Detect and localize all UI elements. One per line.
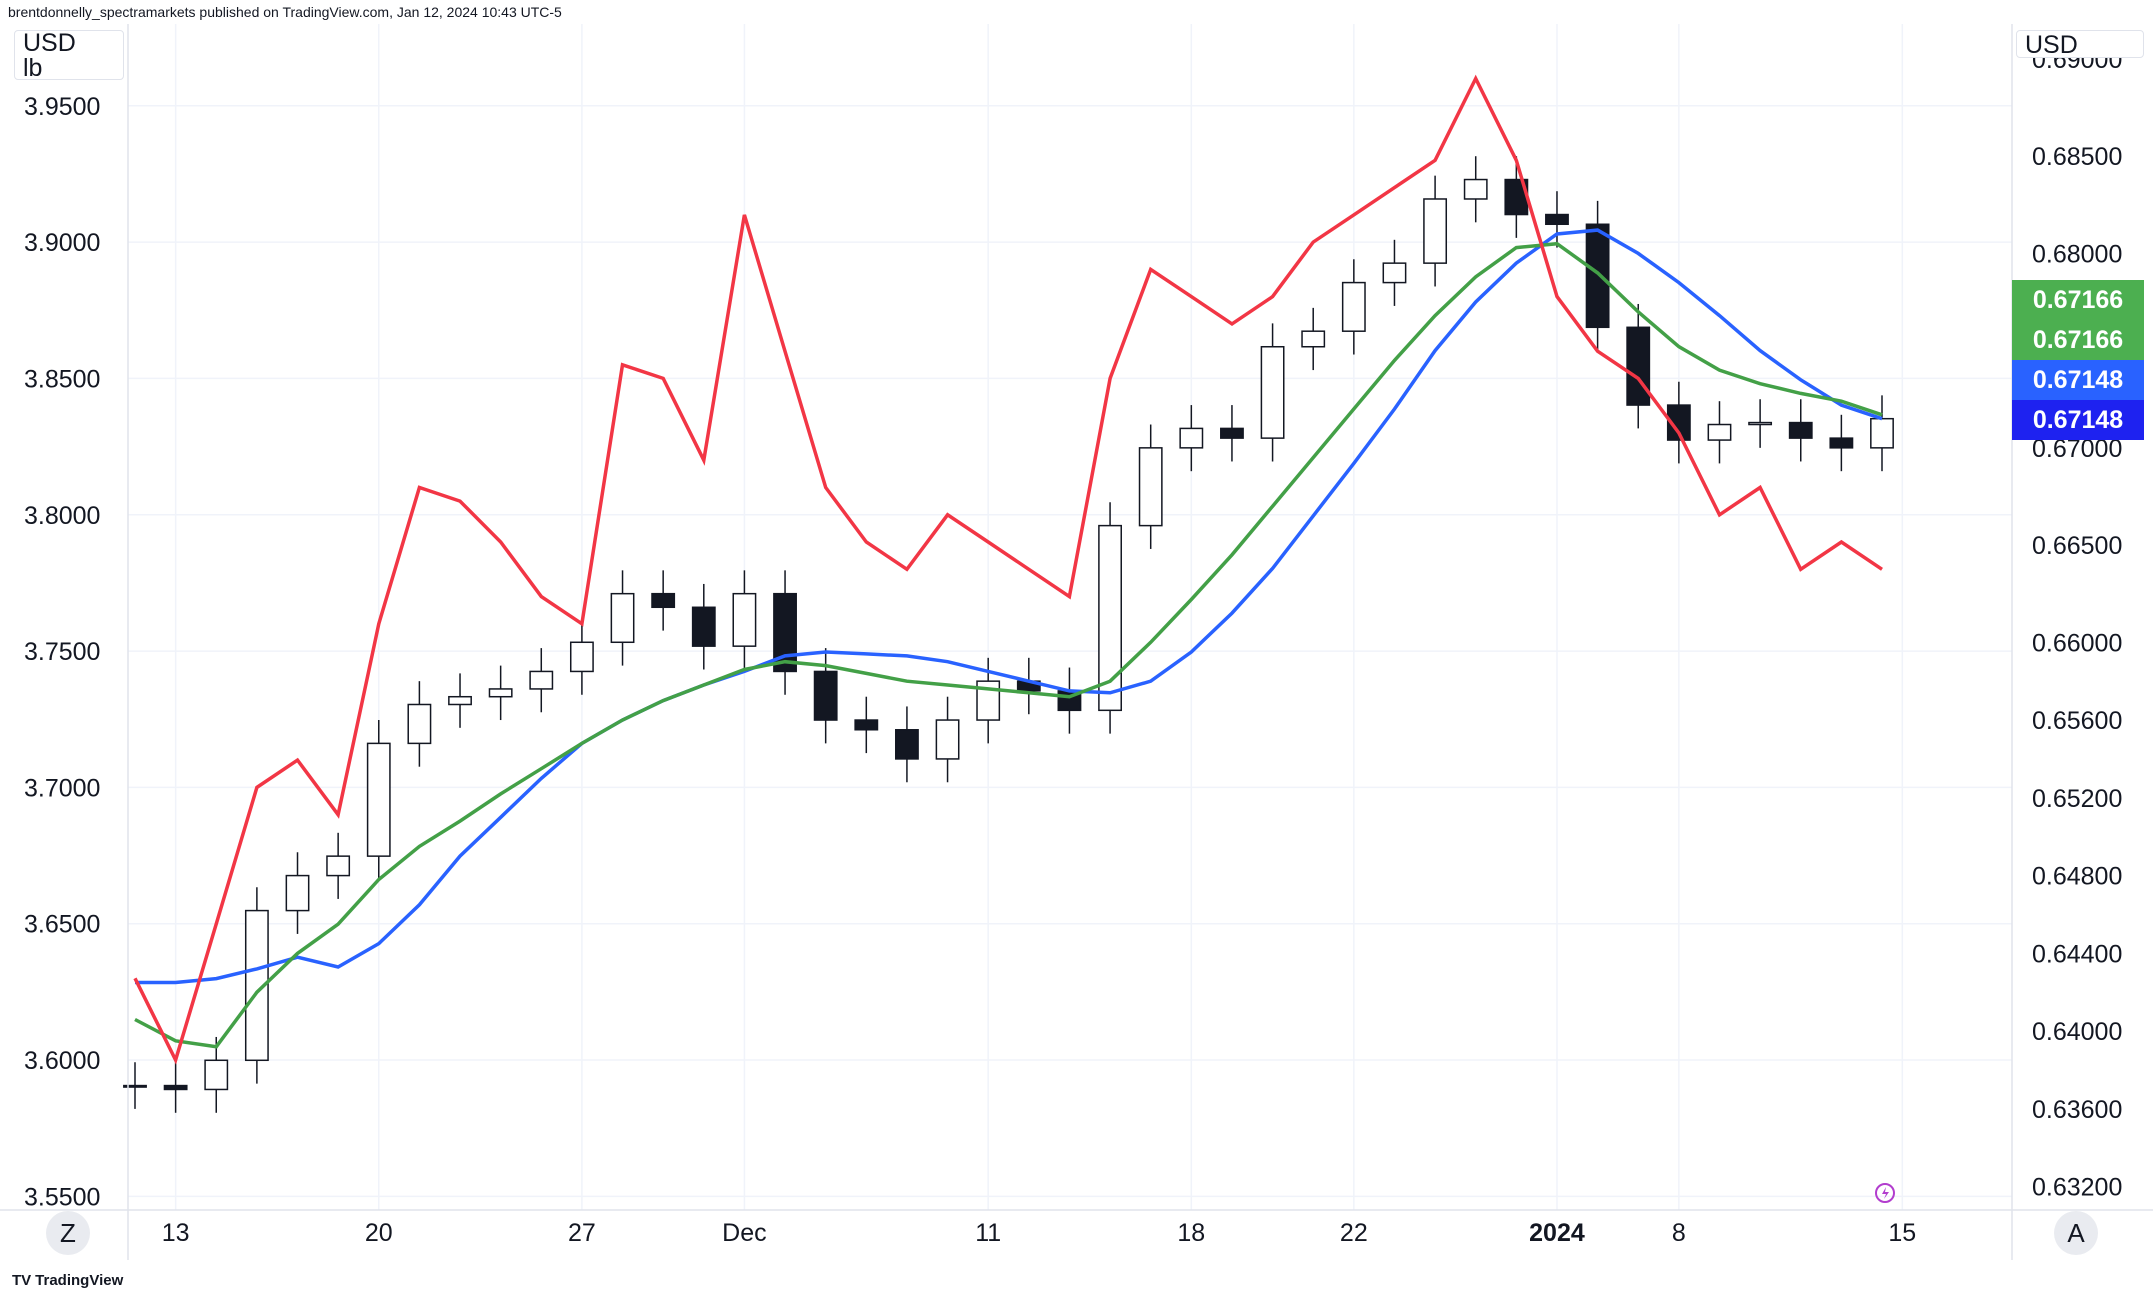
candle-body xyxy=(1545,213,1569,226)
price-labels: 0.67166 0.67166 0.67148 0.67148 xyxy=(2012,280,2144,440)
left-unit-currency: USD xyxy=(23,29,76,57)
right-tick-label: 0.63600 xyxy=(2032,1096,2122,1124)
time-tick-label: 2024 xyxy=(1529,1219,1585,1247)
price-label-badge xyxy=(2012,320,2144,360)
left-tick-label: 3.9500 xyxy=(24,93,100,121)
candle-body xyxy=(1585,223,1610,329)
left-tick-label: 3.9000 xyxy=(24,229,100,257)
left-tick-label: 3.7000 xyxy=(24,774,100,802)
candle-body xyxy=(1870,417,1894,449)
candle-body xyxy=(1179,427,1204,449)
candle-body xyxy=(732,592,757,647)
candle-body xyxy=(1260,345,1285,439)
right-tick-label: 0.68500 xyxy=(2032,143,2122,171)
candle-body xyxy=(1220,427,1244,439)
right-tick-label: 0.65600 xyxy=(2032,707,2122,735)
candle-body xyxy=(123,1084,147,1088)
left-scale-unit[interactable]: USD lb xyxy=(14,29,124,82)
left-tick-label: 3.6500 xyxy=(24,911,100,939)
time-tick-label: 15 xyxy=(1888,1219,1916,1247)
left-scale-ticks: 3.9500 3.9000 3.8500 3.8000 3.7500 3.7000 3.65… xyxy=(24,93,100,1212)
plot-area xyxy=(128,24,2012,1210)
right-scale-ticks: 0.690000.685000.680000.670000.665000.660… xyxy=(2032,46,2122,1202)
time-tick-label: 27 xyxy=(568,1219,596,1247)
candle-body xyxy=(651,592,676,609)
left-tick-label: 3.6000 xyxy=(24,1047,100,1075)
right-tick-label: 0.64400 xyxy=(2032,940,2122,968)
candle-body xyxy=(204,1059,229,1091)
price-label-badge xyxy=(2012,280,2144,320)
right-tick-label: 0.68000 xyxy=(2032,240,2122,268)
price-label-badge xyxy=(2012,400,2144,440)
footer-brand-label: TradingView xyxy=(35,1272,124,1289)
time-tick-label: 20 xyxy=(365,1219,393,1247)
time-tick-label: 8 xyxy=(1672,1219,1686,1247)
time-axis-labels: 13 20 27 Dec 11 18 22 2024 8 15 xyxy=(162,1219,1916,1247)
auto-scale-button[interactable]: A xyxy=(2054,1211,2098,1255)
candle-body xyxy=(488,688,513,698)
candle-body xyxy=(610,592,635,644)
right-tick-label: 0.65200 xyxy=(2032,785,2122,813)
footer-brand[interactable]: TV TradingView xyxy=(12,1272,123,1289)
time-tick-label: 13 xyxy=(162,1219,190,1247)
right-tick-label: 0.64800 xyxy=(2032,863,2122,891)
price-label-text: 0.67148 xyxy=(2033,406,2123,434)
publisher-line: brentdonnelly_spectramarkets published o… xyxy=(8,4,562,20)
price-label-text: 0.67166 xyxy=(2033,326,2123,354)
candle-body xyxy=(1138,447,1163,527)
candle-body xyxy=(773,592,797,673)
price-label-text: 0.67148 xyxy=(2033,366,2123,394)
candle-body xyxy=(529,670,554,690)
right-tick-label: 0.66000 xyxy=(2032,629,2122,657)
candle-body xyxy=(813,670,838,721)
left-tick-label: 3.8500 xyxy=(24,365,100,393)
ma-slow-line xyxy=(135,228,1883,985)
right-scale-unit[interactable]: USD xyxy=(2016,30,2144,59)
candle-body xyxy=(285,874,310,912)
candle-body xyxy=(244,909,269,1062)
right-tick-label: 0.66500 xyxy=(2032,532,2122,560)
time-tick-label: Dec xyxy=(722,1219,766,1247)
candle-body xyxy=(1341,281,1366,332)
tradingview-logo-icon: TV xyxy=(12,1272,32,1289)
candle-body xyxy=(1748,421,1773,426)
candle-body xyxy=(1666,404,1691,441)
candle-body xyxy=(1463,178,1488,200)
overlay-line xyxy=(133,74,1883,1065)
candle-body xyxy=(1301,330,1326,348)
price-label-text: 0.67166 xyxy=(2033,286,2123,314)
time-tick-label: 22 xyxy=(1340,1219,1368,1247)
candle-body xyxy=(569,641,594,673)
candle-body xyxy=(326,855,351,877)
candle-body xyxy=(691,606,716,647)
candle-body xyxy=(1098,524,1122,712)
left-scale-mode-button[interactable]: Z xyxy=(46,1211,90,1255)
ma-fast-line xyxy=(134,241,1883,1049)
candle-body xyxy=(1829,437,1854,449)
candle-body xyxy=(935,719,960,760)
candle-body xyxy=(1423,198,1448,264)
right-tick-label: 0.64000 xyxy=(2032,1018,2122,1046)
flash-icon xyxy=(1875,1183,1895,1203)
candle-body xyxy=(448,695,472,706)
candle-body xyxy=(854,719,879,731)
left-tick-label: 3.7500 xyxy=(24,638,100,666)
left-unit-measure: lb xyxy=(23,54,43,82)
price-label-badge xyxy=(2012,360,2144,400)
left-tick-label: 3.8000 xyxy=(24,502,100,530)
candle-body xyxy=(407,703,432,745)
left-tick-label: 3.5500 xyxy=(24,1183,100,1211)
right-tick-label: 0.63200 xyxy=(2032,1174,2122,1202)
candle-body xyxy=(1626,326,1651,406)
candle-body xyxy=(163,1084,188,1091)
candle-body xyxy=(366,742,391,857)
candle-body xyxy=(1707,423,1732,441)
candle-body xyxy=(895,729,919,760)
candle-body xyxy=(1382,262,1407,284)
candle-body xyxy=(1788,421,1813,439)
time-tick-label: 18 xyxy=(1177,1219,1205,1247)
time-tick-label: 11 xyxy=(975,1219,1001,1247)
price-candles xyxy=(123,156,1894,1113)
